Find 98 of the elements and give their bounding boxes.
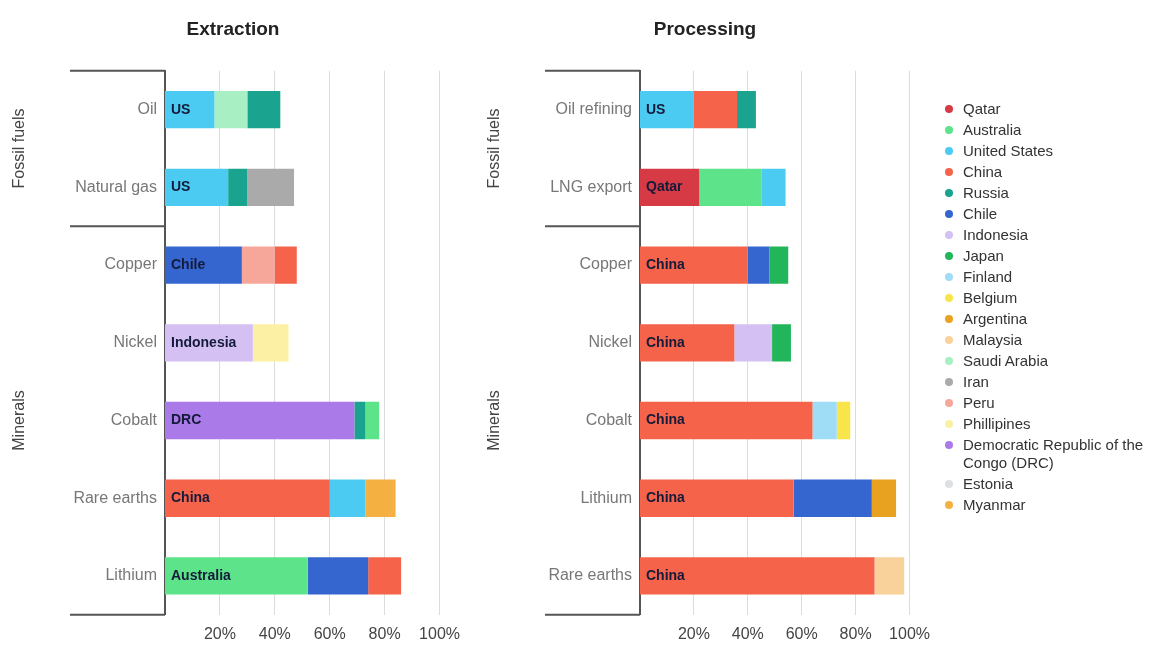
x-tick-label: 60% — [313, 624, 346, 642]
bar — [836, 401, 851, 440]
bar — [761, 168, 786, 207]
bar — [365, 401, 380, 440]
y-tick-label: Nickel — [588, 333, 632, 351]
legend-label: Finland — [963, 268, 1013, 286]
y-tick-label: Lithium — [105, 566, 157, 584]
y-tick-label: Cobalt — [585, 410, 633, 428]
bar — [247, 168, 295, 207]
bar — [640, 324, 735, 362]
bar — [165, 401, 355, 440]
x-tick-label: 100% — [889, 624, 930, 642]
y-tick-label: Nickel — [113, 333, 157, 351]
legend-label: Democratic Republic of the Congo (DRC) — [963, 436, 1145, 472]
legend-label: Peru — [963, 394, 995, 412]
bar — [252, 324, 289, 362]
data-label: US — [171, 100, 191, 117]
data-label: China — [646, 411, 686, 428]
x-tick-label: 20% — [677, 624, 710, 642]
legend-label: Argentina — [963, 310, 1028, 328]
bar — [241, 246, 275, 284]
data-label: Chile — [171, 255, 206, 272]
bar — [365, 479, 396, 517]
bar — [165, 168, 229, 207]
bar — [214, 91, 248, 129]
bar — [693, 91, 738, 129]
x-tick-label: 40% — [731, 624, 764, 642]
bar — [793, 479, 872, 517]
legend-label: Belgium — [963, 289, 1018, 307]
x-tick-label: 40% — [258, 624, 291, 642]
bar — [737, 91, 756, 129]
bar — [812, 401, 837, 440]
y-tick-label: Lithium — [580, 488, 632, 506]
bar — [274, 246, 297, 284]
bar — [165, 246, 242, 284]
bar — [640, 91, 694, 129]
legend-label: Phillipines — [963, 415, 1031, 433]
data-label: China — [646, 489, 686, 506]
bar — [772, 324, 791, 362]
data-label: Qatar — [646, 178, 684, 195]
y-tick-label: Copper — [579, 255, 633, 273]
chart-title: Processing — [653, 17, 757, 39]
bar — [640, 557, 875, 595]
bar — [747, 246, 770, 284]
bar — [699, 168, 762, 207]
data-label: Indonesia — [171, 333, 237, 350]
data-label: US — [646, 100, 666, 117]
y-tick-label: Cobalt — [110, 410, 158, 428]
text: Minerals — [485, 390, 503, 451]
legend-label: Myanmar — [963, 496, 1026, 514]
bar — [769, 246, 789, 284]
bar — [874, 557, 905, 595]
y-tick-label: Copper — [104, 255, 158, 273]
bar — [734, 324, 773, 362]
bar — [307, 557, 369, 595]
legend-label: Malaysia — [963, 331, 1023, 349]
legend-label: Japan — [963, 247, 1004, 265]
chart-title: Extraction — [186, 17, 280, 39]
data-label: China — [646, 333, 686, 350]
text: Fossil fuels — [10, 108, 28, 189]
legend-label: Chile — [963, 205, 998, 223]
x-tick-label: 20% — [203, 624, 236, 642]
data-label: China — [171, 489, 211, 506]
legend-label: Australia — [963, 121, 1022, 139]
data-label: Australia — [171, 566, 232, 583]
data-label: China — [646, 255, 686, 272]
y-tick-label: Rare earths — [548, 566, 632, 584]
y-tick-label: Natural gas — [75, 177, 157, 195]
bar — [165, 91, 215, 129]
y-tick-label: Rare earths — [73, 488, 157, 506]
bar — [640, 246, 748, 284]
x-tick-label: 100% — [419, 624, 460, 642]
text: Fossil fuels — [485, 108, 503, 189]
bar — [228, 168, 248, 207]
legend-label: United States — [963, 142, 1054, 160]
legend-label: Indonesia — [963, 226, 1029, 244]
bar — [640, 479, 794, 517]
x-tick-label: 60% — [785, 624, 818, 642]
data-label: China — [646, 566, 686, 583]
bar — [640, 401, 813, 440]
bar — [354, 401, 366, 440]
legend-label: Estonia — [963, 475, 1014, 493]
bar — [368, 557, 402, 595]
legend-label: China — [963, 163, 1003, 181]
bar — [165, 557, 308, 595]
x-tick-label: 80% — [839, 624, 872, 642]
text: Minerals — [10, 390, 28, 451]
x-tick-label: 80% — [368, 624, 401, 642]
y-tick-label: Oil refining — [555, 100, 632, 118]
y-tick-label: LNG export — [550, 177, 633, 195]
legend-label: Russia — [963, 184, 1009, 202]
legend-label: Saudi Arabia — [963, 352, 1049, 370]
bar — [871, 479, 897, 517]
data-label: US — [171, 178, 191, 195]
legend-label: Iran — [963, 373, 989, 391]
data-label: DRC — [171, 411, 202, 428]
y-tick-label: Oil — [137, 100, 157, 118]
legend-label: Qatar — [963, 100, 1001, 118]
